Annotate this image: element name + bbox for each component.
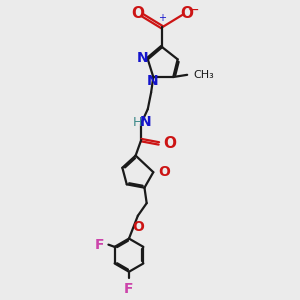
Text: O: O bbox=[158, 165, 170, 179]
Text: F: F bbox=[124, 282, 134, 296]
Text: O: O bbox=[132, 220, 144, 234]
Text: N: N bbox=[146, 74, 158, 88]
Text: O: O bbox=[164, 136, 177, 151]
Text: O: O bbox=[131, 7, 144, 22]
Text: F: F bbox=[95, 238, 104, 252]
Text: H: H bbox=[133, 116, 142, 129]
Text: CH₃: CH₃ bbox=[194, 70, 214, 80]
Text: +: + bbox=[158, 13, 166, 23]
Text: N: N bbox=[137, 51, 149, 65]
Text: O: O bbox=[181, 7, 194, 22]
Text: −: − bbox=[188, 3, 200, 17]
Text: N: N bbox=[139, 116, 151, 129]
